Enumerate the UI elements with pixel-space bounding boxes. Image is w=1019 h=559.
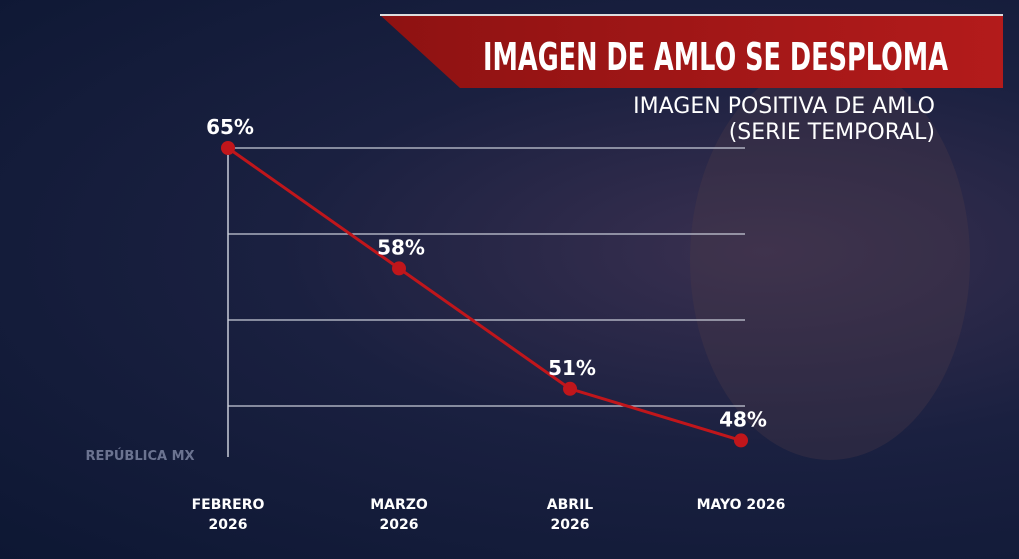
data-point xyxy=(563,381,577,396)
data-point xyxy=(392,261,406,276)
data-label: 58% xyxy=(377,235,425,259)
data-point xyxy=(221,141,235,155)
data-label: 51% xyxy=(548,356,596,380)
data-line xyxy=(227,146,742,442)
title-banner xyxy=(380,15,1003,88)
x-tick-label: ABRIL 2026 xyxy=(546,497,594,533)
chart-subtitle: (SERIE TEMPORAL) xyxy=(729,120,935,145)
background-figure xyxy=(690,60,970,460)
data-label: 65% xyxy=(206,115,254,139)
chart-title: IMAGEN DE AMLO SE DESPLOMA xyxy=(483,35,948,79)
x-tick-label: MAYO 2026 xyxy=(696,497,786,513)
data-label: 48% xyxy=(719,407,767,431)
data-point xyxy=(734,433,748,448)
chart-subtitle: IMAGEN POSITIVA DE AMLO xyxy=(633,94,935,119)
x-tick-label: FEBRERO 2026 xyxy=(191,497,265,533)
watermark: REPÚBLICA MX xyxy=(85,448,194,464)
x-tick-label: MARZO 2026 xyxy=(370,497,428,533)
